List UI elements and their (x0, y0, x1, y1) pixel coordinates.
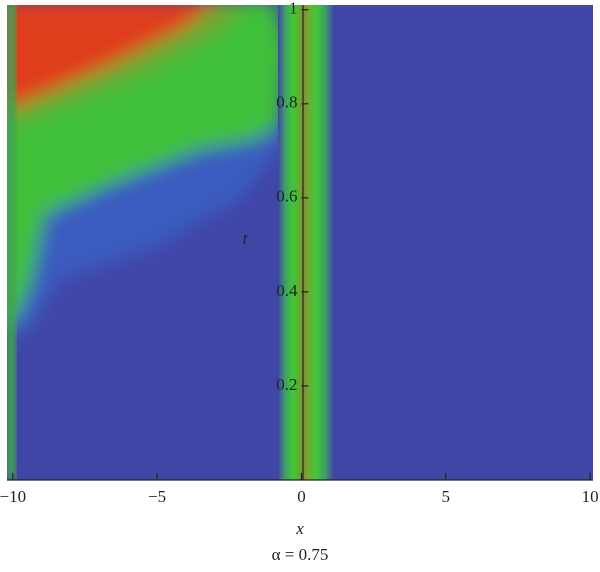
caption: α = 0.75 (272, 545, 329, 564)
y-tick-label: 0.6 (276, 187, 297, 206)
heat-field (7, 5, 593, 480)
y-tick-label: 0.2 (276, 375, 297, 394)
y-tick-label: 0.8 (276, 93, 297, 112)
x-tick-label: 10 (582, 487, 599, 506)
x-tick-label: 5 (442, 487, 451, 506)
y-tick-label: 0.4 (276, 281, 298, 300)
x-tick-label: −5 (148, 487, 166, 506)
y-tick-label: 1 (289, 0, 298, 18)
x-tick-label: −10 (0, 487, 26, 506)
x-axis-label: x (295, 519, 304, 538)
x-tick-label: 0 (297, 487, 306, 506)
y-axis-label: t (243, 229, 249, 248)
